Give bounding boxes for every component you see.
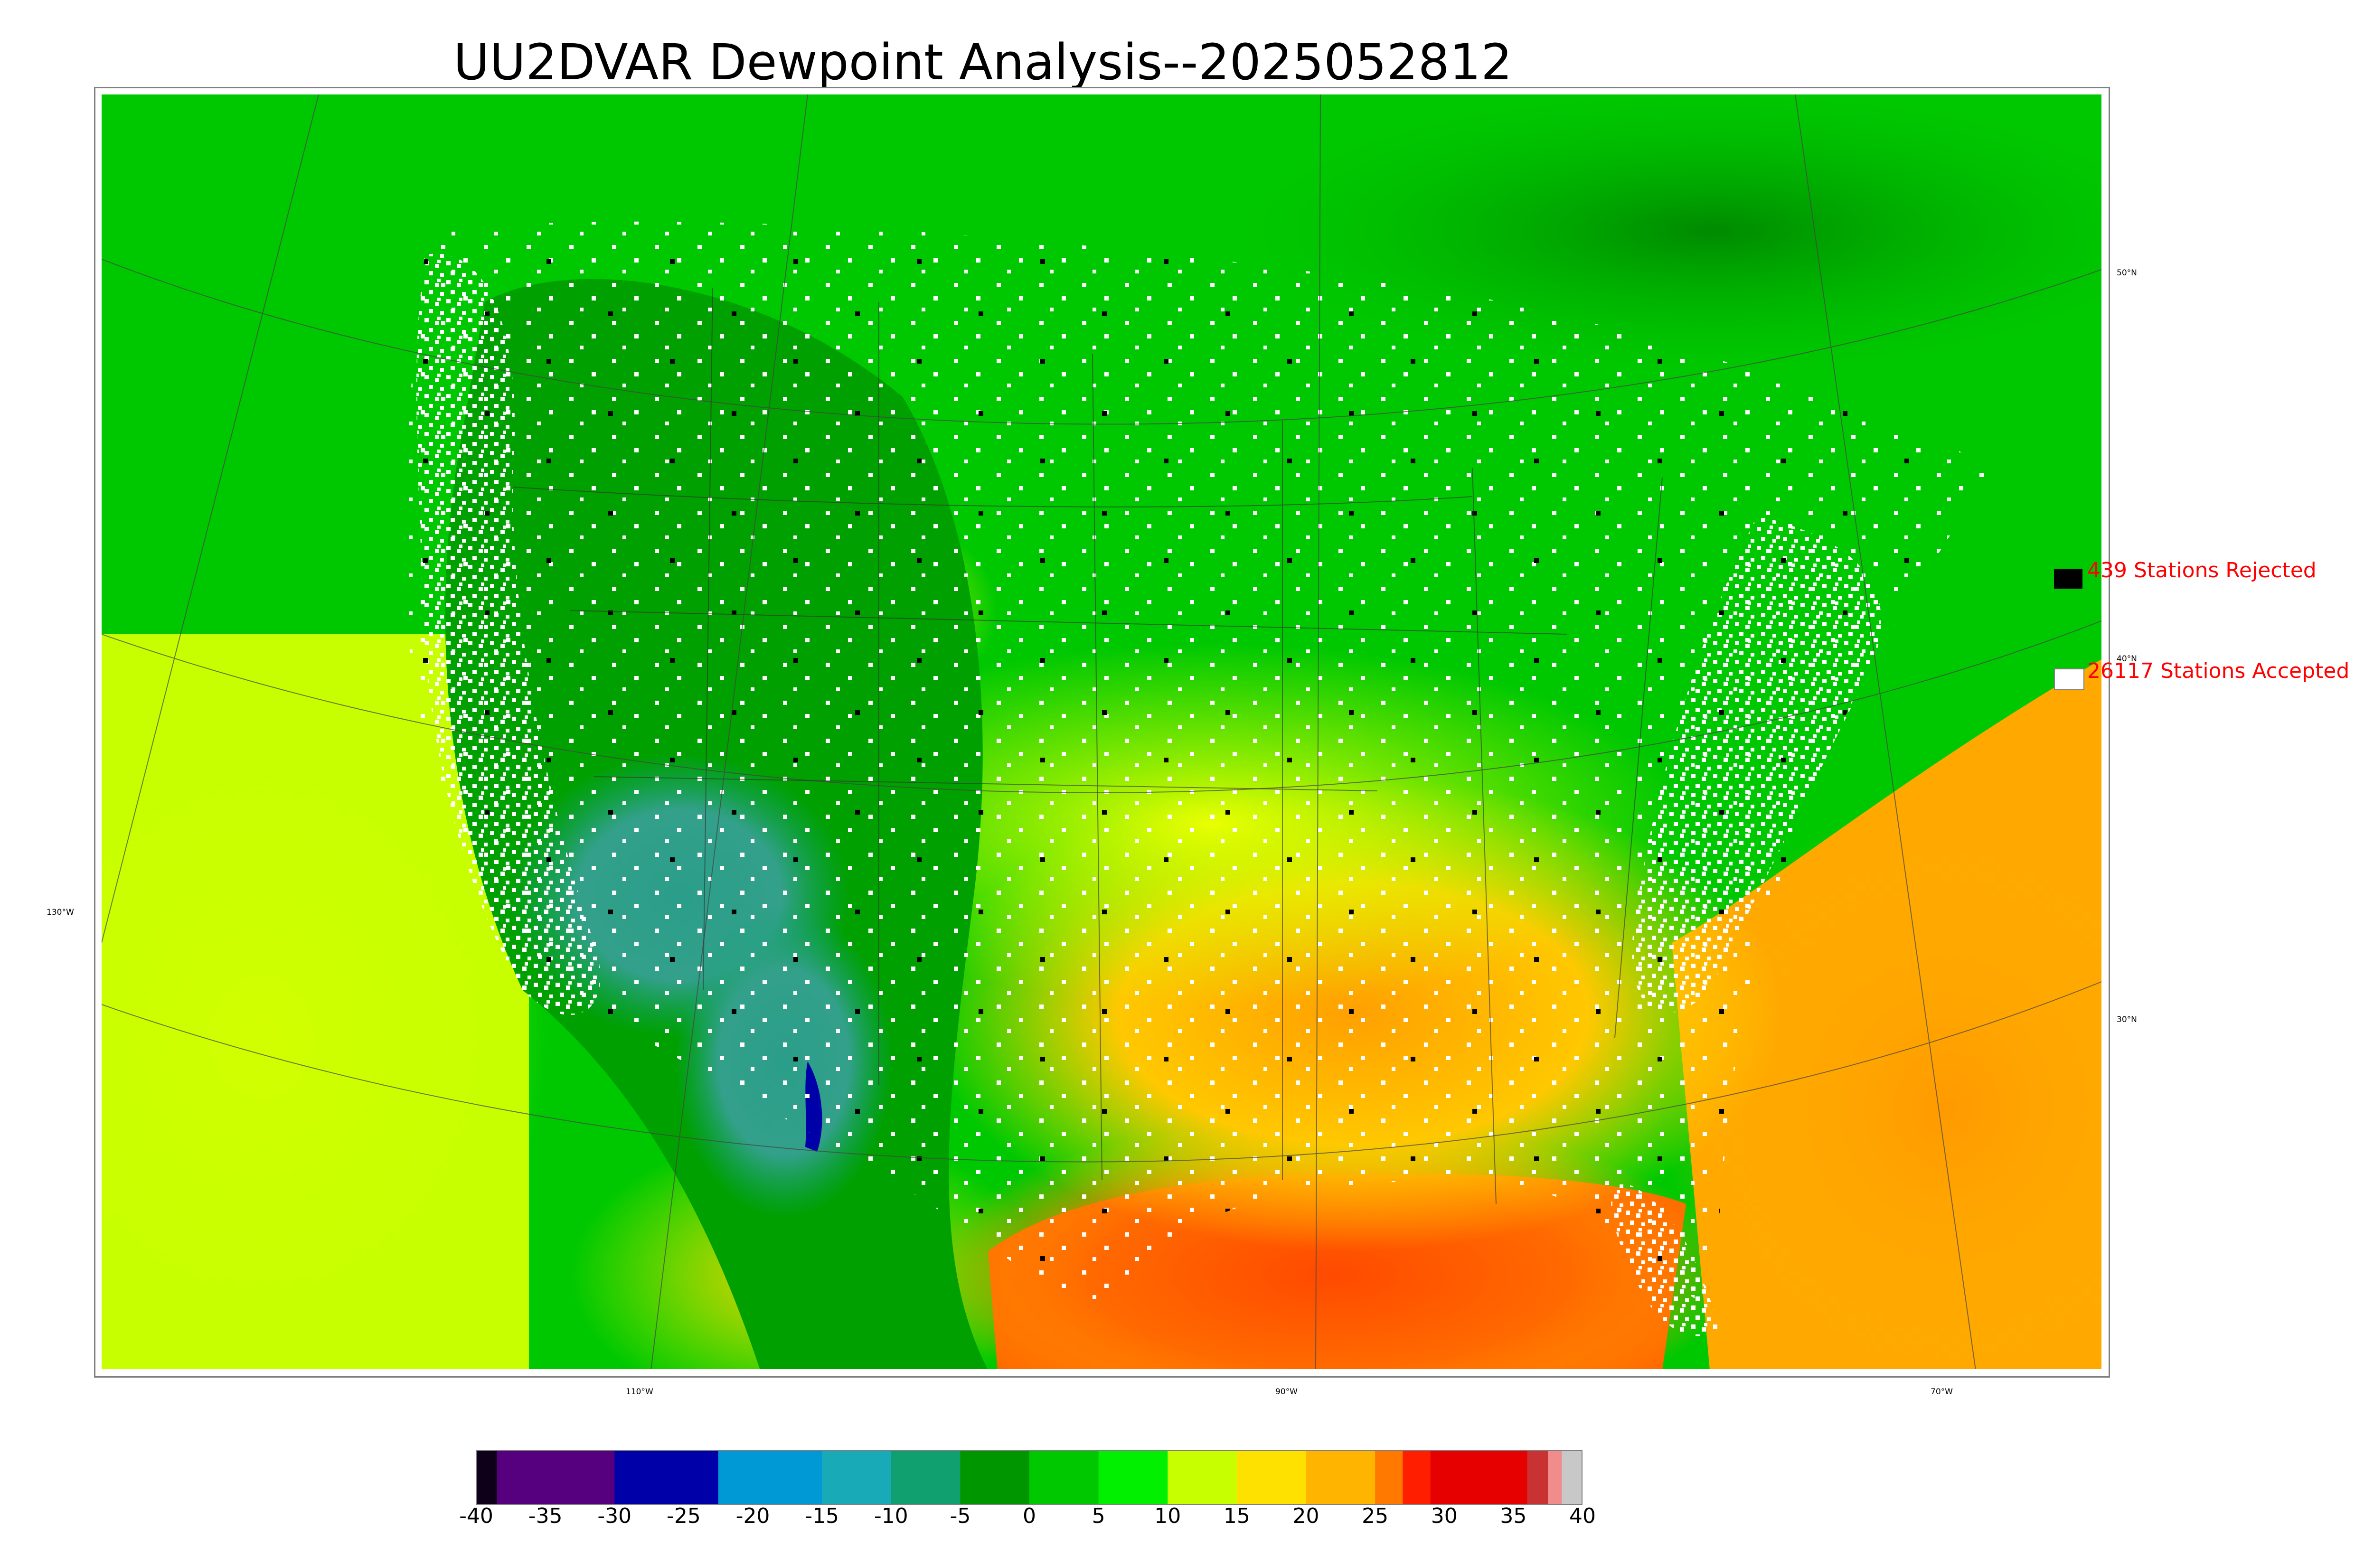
accepted-label: 26117 Stations Accepted [2087,659,2350,683]
colorbar-tick-label: 0 [1023,1504,1036,1528]
label-30n: 30°N [2117,1015,2137,1024]
colorbar-segment [1029,1450,1099,1505]
colorbar-tick-label: 20 [1292,1504,1319,1528]
colorbar-segment [822,1450,892,1505]
dewpoint-map [102,94,2101,1369]
accepted-swatch [2054,668,2084,690]
colorbar-tick-label: 40 [1569,1504,1596,1528]
colorbar-segment [1430,1450,1527,1505]
colorbar-segment [1527,1450,1548,1505]
map-frame [94,87,2110,1378]
colorbar-segment [1375,1450,1403,1505]
graticule [102,94,2101,1369]
colorbar-segment [1236,1450,1306,1505]
colorbar-segment [497,1450,615,1505]
colorbar [476,1450,1583,1505]
label-70w: 70°W [1931,1387,1953,1397]
colorbar-border [476,1450,1583,1505]
colorbar-tick-label: -40 [459,1504,493,1528]
label-130w: 130°W [47,908,74,917]
colorbar-segment [891,1450,961,1505]
colorbar-segment [614,1450,719,1505]
colorbar-segment [1306,1450,1375,1505]
colorbar-tick-label: -35 [528,1504,563,1528]
label-110w: 110°W [626,1387,653,1397]
colorbar-tick-label: 35 [1500,1504,1527,1528]
rejected-label: 439 Stations Rejected [2087,558,2317,582]
rejected-stations [404,221,1995,1301]
label-50n: 50°N [2117,268,2137,278]
colorbar-tick-label: -5 [950,1504,971,1528]
colorbar-tick-label: -20 [735,1504,770,1528]
colorbar-segment [1548,1450,1562,1505]
colorbar-tick-label: 15 [1223,1504,1250,1528]
colorbar-tick-label: 5 [1092,1504,1105,1528]
colorbar-tick-label: 25 [1362,1504,1389,1528]
colorbar-segment [1098,1450,1168,1505]
colorbar-tick-label: -10 [874,1504,908,1528]
colorbar-segment [960,1450,1030,1505]
colorbar-tick-label: -25 [666,1504,701,1528]
colorbar-segment [1403,1450,1431,1505]
map-title: UU2DVAR Dewpoint Analysis--2025052812 [453,33,1513,91]
colorbar-segment [718,1450,822,1505]
colorbar-tick-label: -30 [597,1504,632,1528]
colorbar-segment [1562,1450,1583,1505]
state-borders [513,287,1663,1204]
rejected-swatch [2054,569,2082,589]
colorbar-tick-label: 10 [1154,1504,1181,1528]
colorbar-tick-label: -15 [805,1504,839,1528]
colorbar-segment [1168,1450,1237,1505]
colorbar-tick-label: 30 [1431,1504,1458,1528]
label-40n: 40°N [2117,654,2137,664]
colorbar-segment [476,1450,498,1505]
label-90w: 90°W [1275,1387,1298,1397]
